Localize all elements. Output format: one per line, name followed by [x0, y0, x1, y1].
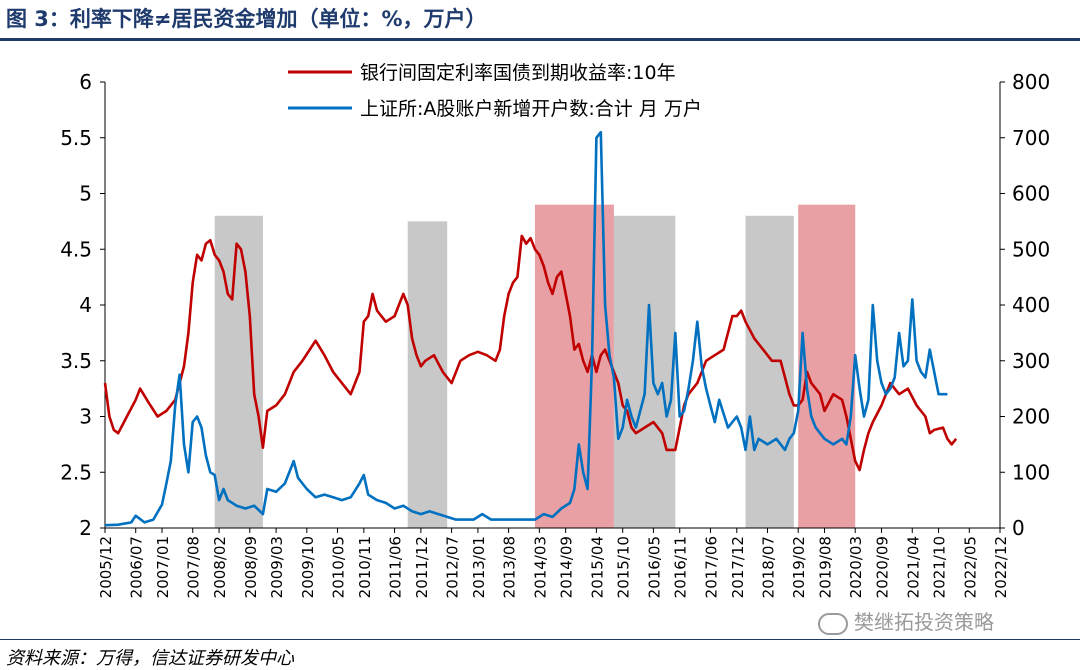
x-axis-tick-label: 2019/02 — [790, 536, 808, 598]
legend-label-new-accounts: 上证所:A股账户新增开户数:合计 月 万户 — [360, 98, 702, 120]
title-divider — [0, 38, 1080, 41]
x-axis-tick-label: 2018/07 — [759, 536, 777, 598]
x-axis-tick-label: 2020/03 — [847, 536, 865, 598]
shaded-period-pink — [534, 204, 614, 528]
left-axis-tick-label: 5 — [79, 182, 92, 206]
x-axis-tick-label: 2008/02 — [211, 536, 229, 598]
x-axis-tick-label: 2022/05 — [961, 536, 979, 598]
x-axis-tick-label: 2010/05 — [330, 536, 348, 598]
x-axis-tick-label: 2007/08 — [185, 536, 203, 598]
x-axis-tick-label: 2008/09 — [242, 536, 260, 598]
x-axis-tick-label: 2013/01 — [470, 536, 488, 598]
wechat-icon — [818, 612, 848, 635]
x-axis-tick-label: 2016/11 — [672, 536, 690, 598]
right-axis-tick-label: 500 — [1012, 237, 1050, 261]
left-axis-tick-label: 2 — [79, 516, 92, 540]
x-axis-tick-label: 2019/08 — [817, 536, 835, 598]
right-axis-tick-label: 100 — [1012, 460, 1050, 484]
right-axis-tick-label: 800 — [1012, 70, 1050, 94]
new-accounts-line — [104, 130, 948, 527]
x-axis-tick-label: 2016/05 — [645, 536, 663, 598]
chart-axes: 6 5.5 5 4.5 4 3.5 3 2.5 2 800 700 600 500 400 300 200 10… — [60, 70, 1050, 598]
legend-label-bond-yield: 银行间固定利率国债到期收益率:10年 — [360, 62, 676, 84]
x-axis-tick-label: 2014/03 — [531, 536, 549, 598]
left-axis-tick-label: 6 — [79, 70, 92, 94]
chart-series — [103, 130, 958, 527]
x-axis-tick-label: 2009/10 — [299, 536, 317, 598]
right-axis-tick-label: 0 — [1012, 516, 1025, 540]
right-axis-tick-label: 600 — [1012, 182, 1050, 206]
x-axis-tick-label: 2020/09 — [874, 536, 892, 598]
bond-yield-line — [103, 234, 958, 472]
right-axis-tick-label: 300 — [1012, 349, 1050, 373]
x-axis-tick-label: 2012/07 — [444, 536, 462, 598]
watermark: 樊继拓投资策略 — [818, 606, 994, 635]
x-axis-tick-label: 2005/12 — [97, 536, 115, 598]
shaded-period-gray — [407, 221, 448, 528]
watermark-text: 樊继拓投资策略 — [854, 610, 994, 634]
x-axis-tick-label: 2011/12 — [413, 536, 431, 598]
right-axis-tick-label: 200 — [1012, 405, 1050, 429]
chart-title: 图 3：利率下降≠居民资金增加（单位：%，万户） — [6, 7, 487, 31]
left-axis-tick-label: 4.5 — [60, 237, 92, 261]
left-axis-tick-label: 3.5 — [60, 349, 92, 373]
chart-canvas: 6 5.5 5 4.5 4 3.5 3 2.5 2 800 700 600 500 400 300 200 10… — [60, 62, 1050, 598]
x-axis-tick-label: 2009/03 — [268, 536, 286, 598]
x-axis-tick-label: 2011/06 — [387, 536, 405, 598]
left-axis-tick-label: 3 — [79, 405, 92, 429]
x-axis-tick-label: 2007/01 — [154, 536, 172, 598]
source-note: 资料来源：万得，信达证券研发中心 — [6, 648, 294, 669]
source-divider — [0, 639, 1080, 640]
shaded-period-gray — [745, 215, 794, 529]
x-axis-tick-label: 2015/04 — [588, 536, 606, 598]
x-axis-tick-label: 2017/06 — [702, 536, 720, 598]
x-axis-tick-label: 2017/12 — [729, 536, 747, 598]
x-axis-tick-label: 2013/08 — [501, 536, 519, 598]
right-axis-tick-label: 400 — [1012, 293, 1050, 317]
x-axis-tick-label: 2015/10 — [615, 536, 633, 598]
left-axis-tick-label: 5.5 — [60, 126, 92, 150]
x-axis-tick-label: 2014/09 — [558, 536, 576, 598]
shaded-period-pink — [798, 204, 856, 528]
shaded-period-gray — [214, 215, 263, 529]
x-axis-tick-label: 2021/10 — [931, 536, 949, 598]
right-axis-tick-label: 700 — [1012, 126, 1050, 150]
shaded-periods — [214, 204, 856, 529]
left-axis-tick-label: 4 — [79, 293, 92, 317]
x-axis-tick-label: 2006/07 — [128, 536, 146, 598]
x-axis-tick-label: 2021/04 — [904, 536, 922, 598]
x-axis-tick-label: 2010/11 — [356, 536, 374, 598]
x-axis-tick-label: 2022/12 — [992, 536, 1010, 598]
left-axis-tick-label: 2.5 — [60, 460, 92, 484]
